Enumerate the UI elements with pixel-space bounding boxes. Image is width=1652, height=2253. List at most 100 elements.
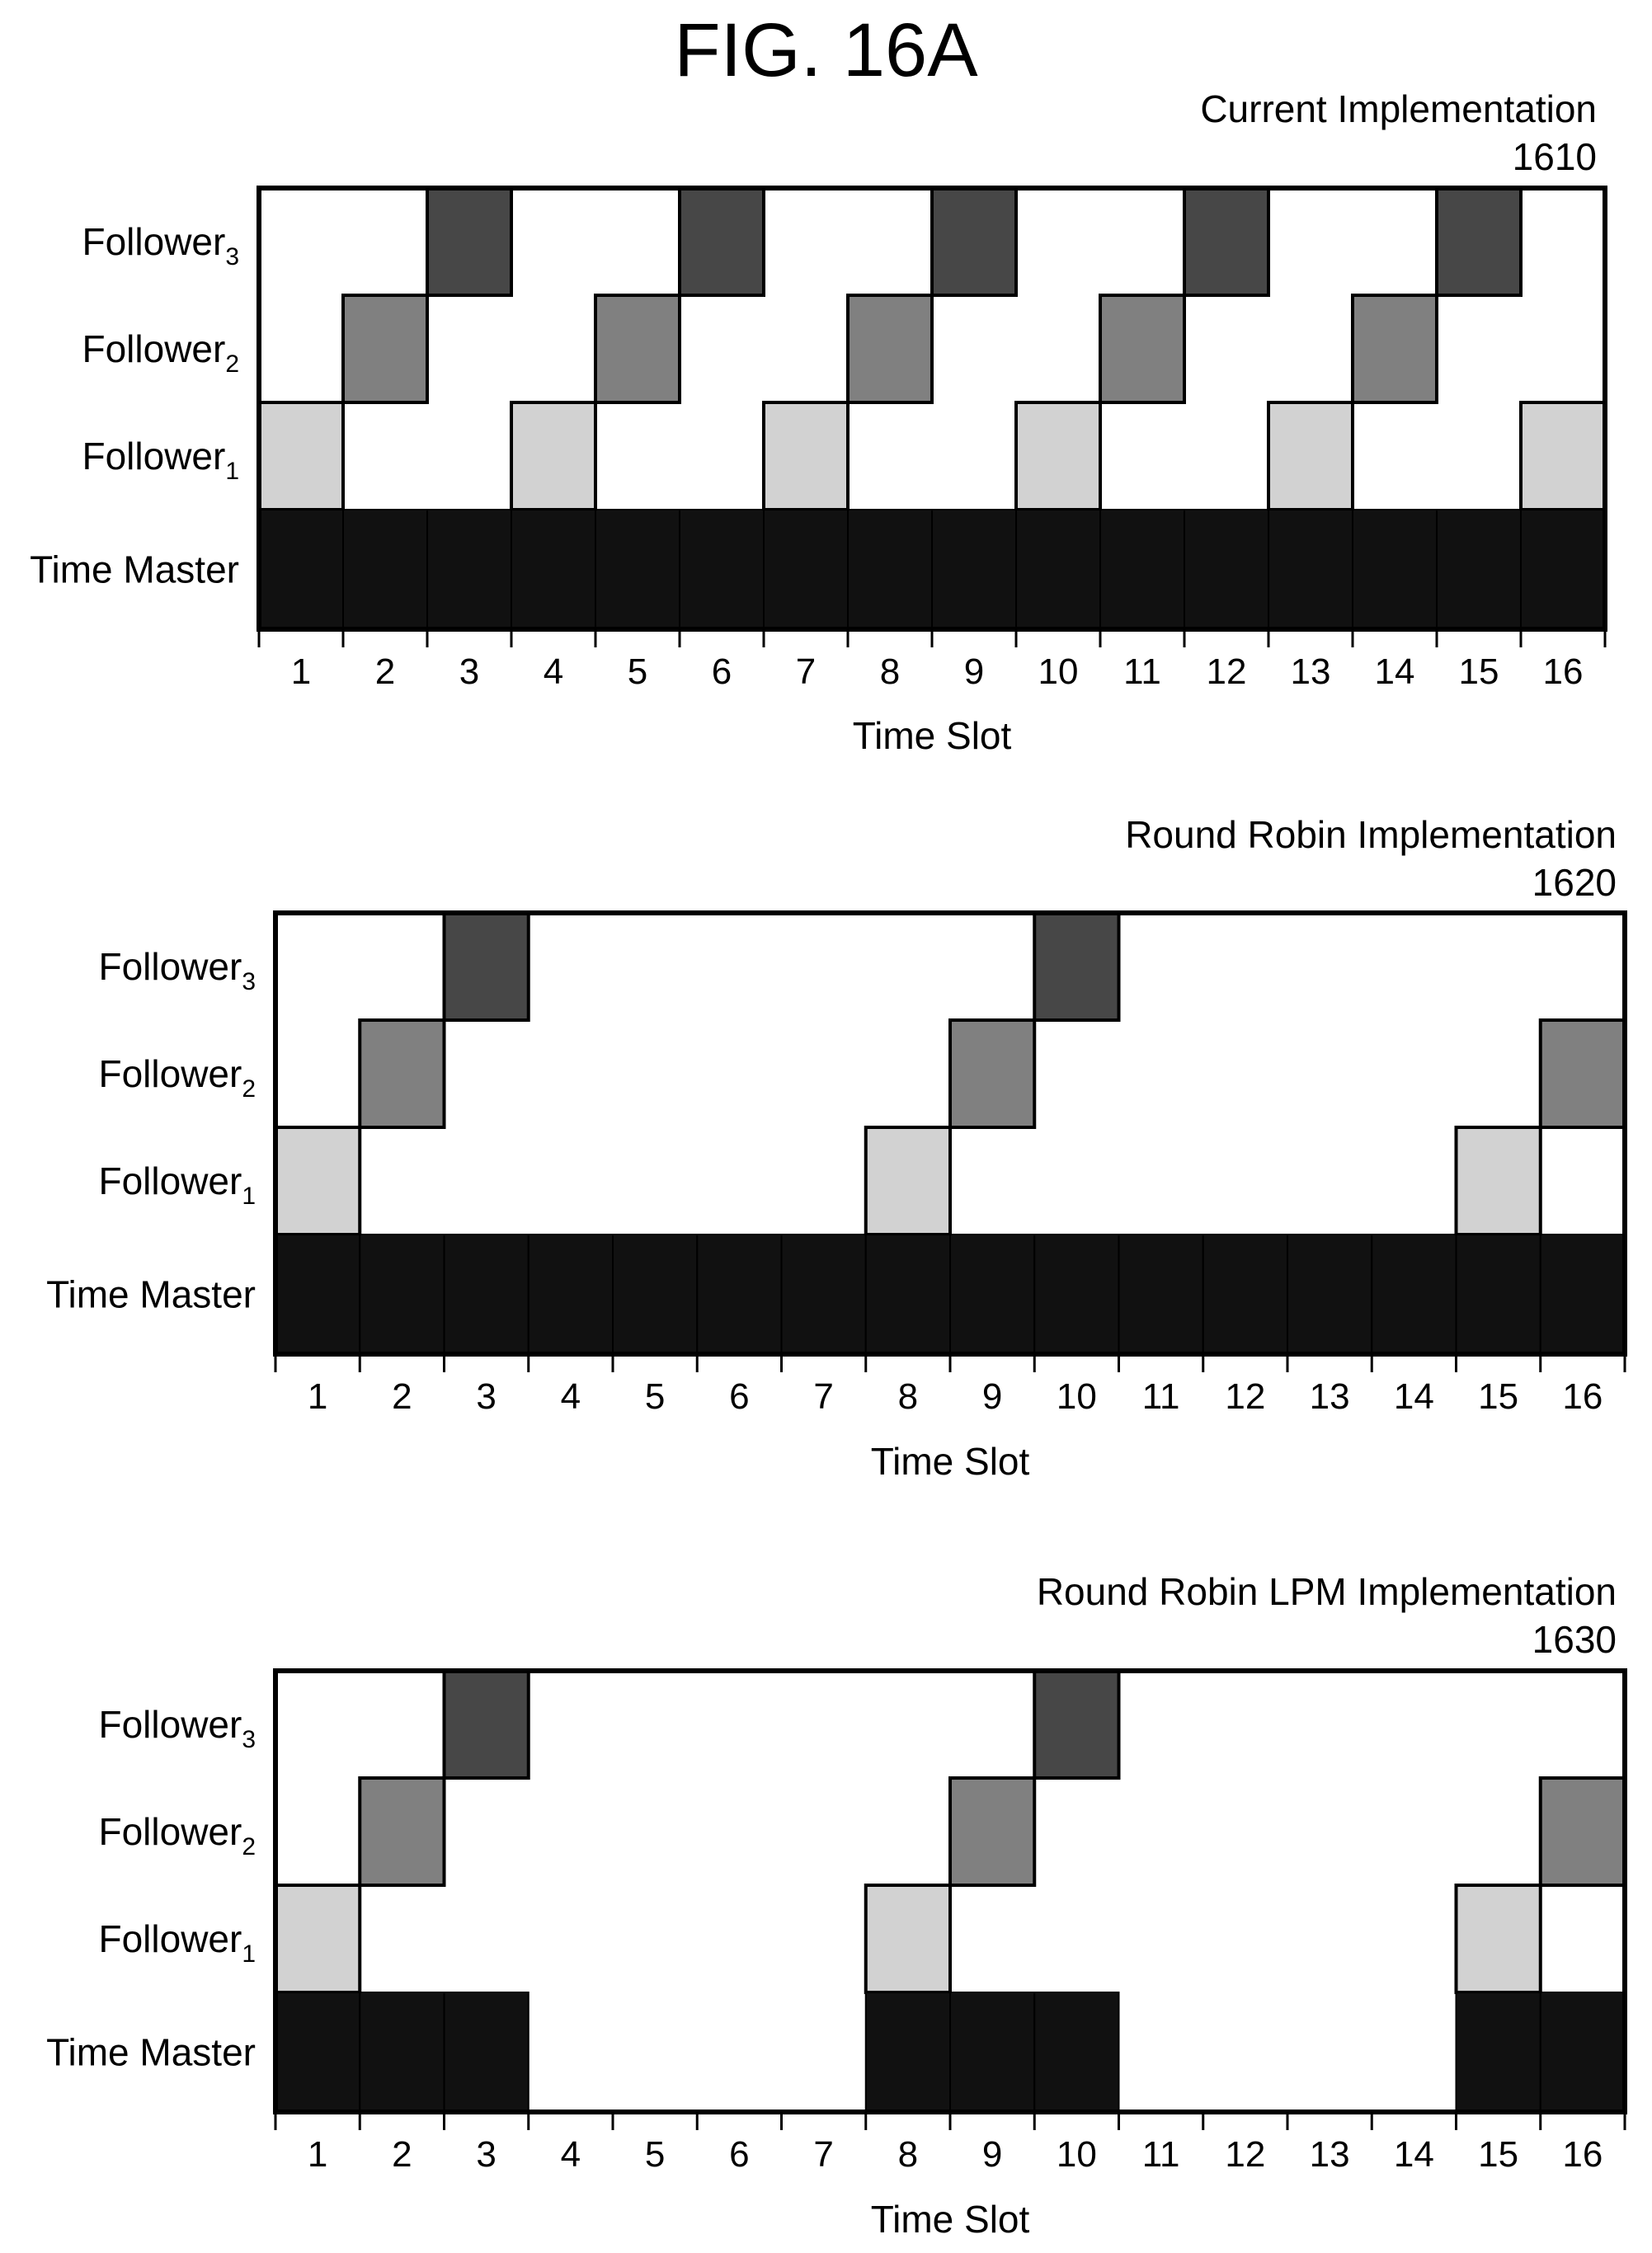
row-label-time-master: Time Master — [30, 548, 239, 591]
tick-label-3: 3 — [476, 2134, 496, 2175]
time-master-slot-3 — [443, 1234, 529, 1355]
tick-label-12: 12 — [1207, 651, 1247, 692]
tick-label-3: 3 — [459, 651, 479, 692]
tick-label-16: 16 — [1543, 651, 1584, 692]
time-master-slot-15 — [1455, 1234, 1541, 1355]
follower-3-slot-12 — [1183, 186, 1270, 297]
tick-label-16: 16 — [1562, 1376, 1603, 1417]
tick-label-14: 14 — [1394, 2134, 1434, 2175]
panel-ref-number: 1610 — [1513, 135, 1597, 178]
follower-1-slot-15 — [1454, 1884, 1542, 1994]
panel-1620: Round Robin Implementation 1620 Follower3 F… — [46, 813, 1627, 1483]
tick-label-1: 1 — [308, 1376, 327, 1417]
follower-2-slot-14 — [1351, 294, 1438, 404]
tick-label-12: 12 — [1225, 1376, 1265, 1417]
follower-1-slot-13 — [1267, 401, 1354, 511]
tick-label-6: 6 — [729, 1376, 749, 1417]
tick-label-11: 11 — [1123, 651, 1161, 692]
panel-title: Current Implementation — [1200, 87, 1597, 130]
tick-label-15: 15 — [1459, 651, 1499, 692]
tick-label-15: 15 — [1478, 1376, 1518, 1417]
tick-label-5: 5 — [645, 1376, 665, 1417]
tick-label-9: 9 — [982, 1376, 1002, 1417]
follower-2-slot-8 — [846, 294, 934, 404]
tick-label-13: 13 — [1291, 651, 1331, 692]
follower-1-slot-8 — [864, 1884, 952, 1994]
follower-3-slot-3 — [426, 186, 513, 297]
row-label-follower-3: Follower3 — [98, 945, 256, 995]
tick-label-16: 16 — [1562, 2134, 1603, 2175]
time-master-slot-10 — [1033, 1234, 1120, 1355]
follower-1-slot-10 — [1014, 401, 1102, 511]
follower-2-slot-9 — [948, 1018, 1037, 1129]
tick-label-12: 12 — [1225, 2134, 1265, 2175]
time-master-slot-8 — [847, 509, 933, 630]
follower-3-slot-10 — [1033, 1669, 1121, 1780]
tick-label-7: 7 — [796, 651, 816, 692]
follower-2-slot-5 — [594, 294, 681, 404]
time-master-slot-1 — [258, 509, 344, 630]
time-master-slot-4 — [527, 1234, 614, 1355]
time-master-slot-4 — [511, 509, 596, 630]
follower-2-slot-2 — [358, 1776, 446, 1887]
follower-3-slot-15 — [1435, 186, 1523, 297]
time-master-slot-2 — [359, 1992, 445, 2113]
time-master-slot-6 — [696, 1234, 783, 1355]
time-master-slot-16 — [1539, 1992, 1626, 2113]
time-master-slot-6 — [679, 509, 765, 630]
row-label-follower-1: Follower1 — [98, 1917, 256, 1968]
time-master-slot-9 — [949, 1234, 1036, 1355]
panel-title: Round Robin LPM Implementation — [1037, 1570, 1617, 1613]
follower-3-slot-3 — [442, 911, 530, 1022]
tick-label-9: 9 — [964, 651, 984, 692]
time-master-slot-13 — [1287, 1234, 1373, 1355]
panel-title: Round Robin Implementation — [1125, 813, 1617, 856]
panel-1630: Round Robin LPM Implementation 1630 Follow… — [46, 1570, 1627, 2241]
figure-title: FIG. 16A — [674, 8, 978, 92]
tick-label-7: 7 — [813, 2134, 833, 2175]
tick-label-15: 15 — [1478, 2134, 1518, 2175]
x-axis-label: Time Slot — [853, 714, 1012, 757]
time-master-slot-1 — [275, 1992, 361, 2113]
row-label-follower-3: Follower3 — [82, 220, 239, 270]
time-master-slot-14 — [1371, 1234, 1457, 1355]
tick-label-1: 1 — [291, 651, 311, 692]
tick-label-2: 2 — [392, 1376, 412, 1417]
follower-2-slot-2 — [358, 1018, 446, 1129]
time-master-slot-12 — [1184, 509, 1269, 630]
time-master-slot-11 — [1118, 1234, 1204, 1355]
follower-2-slot-9 — [948, 1776, 1037, 1887]
tick-label-8: 8 — [898, 1376, 918, 1417]
time-master-slot-7 — [763, 509, 849, 630]
x-axis-label: Time Slot — [871, 1440, 1030, 1483]
row-label-follower-2: Follower2 — [98, 1810, 256, 1860]
time-master-slot-10 — [1015, 509, 1101, 630]
follower-1-slot-1 — [257, 401, 345, 511]
time-master-slot-16 — [1520, 509, 1606, 630]
time-master-slot-8 — [864, 1992, 951, 2113]
follower-3-slot-9 — [930, 186, 1018, 297]
panel-ref-number: 1620 — [1532, 861, 1617, 904]
tick-label-10: 10 — [1057, 2134, 1097, 2175]
tick-label-5: 5 — [645, 2134, 665, 2175]
row-label-follower-1: Follower1 — [82, 435, 239, 485]
tick-label-14: 14 — [1394, 1376, 1434, 1417]
tick-label-10: 10 — [1057, 1376, 1097, 1417]
follower-2-slot-11 — [1099, 294, 1186, 404]
follower-3-slot-3 — [442, 1669, 530, 1780]
follower-1-slot-4 — [510, 401, 597, 511]
x-axis-label: Time Slot — [871, 2198, 1030, 2241]
time-master-slot-2 — [359, 1234, 445, 1355]
follower-1-slot-7 — [762, 401, 850, 511]
tick-label-11: 11 — [1142, 1376, 1180, 1417]
row-label-follower-2: Follower2 — [82, 327, 239, 378]
tick-label-14: 14 — [1375, 651, 1415, 692]
time-master-slot-10 — [1033, 1992, 1120, 2113]
panel-1610: Current Implementation 1610 Follower3 Follo… — [30, 87, 1607, 757]
time-master-slot-5 — [595, 509, 680, 630]
time-master-slot-8 — [864, 1234, 951, 1355]
follower-1-slot-15 — [1454, 1126, 1542, 1236]
time-master-slot-9 — [931, 509, 1017, 630]
tick-label-9: 9 — [982, 2134, 1002, 2175]
